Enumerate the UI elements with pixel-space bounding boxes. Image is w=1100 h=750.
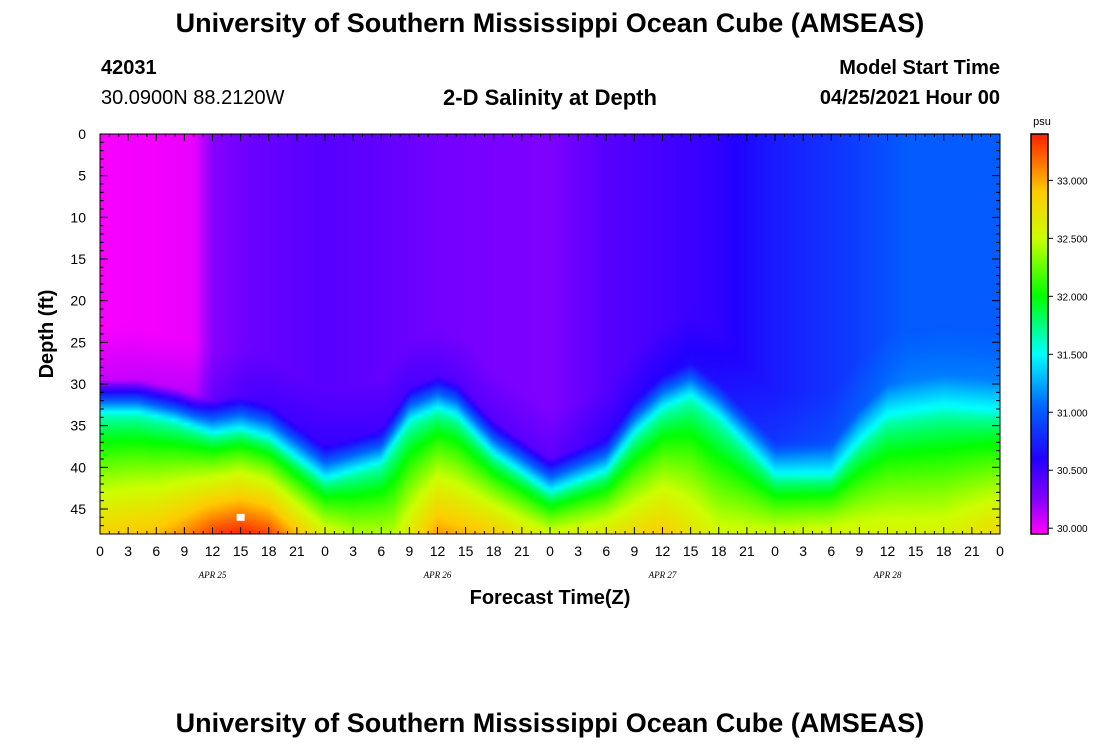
x-tick-label: 6 xyxy=(152,543,160,559)
model-start-value: 04/25/2021 Hour 00 xyxy=(819,87,1000,109)
y-tick-label: 30 xyxy=(70,376,86,392)
x-tick-label: 21 xyxy=(739,543,755,559)
x-tick-label: 18 xyxy=(486,543,502,559)
colorbar-frame xyxy=(1030,133,1049,535)
colorbar-tick-label: 32.000 xyxy=(1057,292,1088,303)
y-tick-label: 5 xyxy=(78,168,86,184)
y-tick-label: 20 xyxy=(70,293,86,309)
x-tick-label: 12 xyxy=(430,543,446,559)
x-tick-label: 15 xyxy=(458,543,474,559)
x-tick-label: 21 xyxy=(289,543,305,559)
y-tick-label: 25 xyxy=(70,334,86,350)
x-tick-label: 21 xyxy=(514,543,530,559)
y-tick-label: 15 xyxy=(70,251,86,267)
x-tick-label: 15 xyxy=(908,543,924,559)
x-tick-label: 0 xyxy=(96,543,104,559)
station-location: 30.0900N 88.2120W xyxy=(101,87,285,109)
colorbar-tick-label: 30.000 xyxy=(1057,524,1088,535)
x-tick-label: 18 xyxy=(261,543,277,559)
colorbar-tick-label: 31.500 xyxy=(1057,350,1088,361)
x-tick-label: 9 xyxy=(855,543,863,559)
model-start-label: Model Start Time xyxy=(839,57,1000,79)
x-axis-label: Forecast Time(Z) xyxy=(470,587,631,609)
x-axis: 0 3 6 9 12 15 18 21 0 3 6 9 12 15 18 21 0 3 6 9 12 15 18 21 0 3 6 9… xyxy=(96,134,1004,580)
x-tick-label: 0 xyxy=(996,543,1004,559)
x-tick-label: 6 xyxy=(377,543,385,559)
x-tick-label: 18 xyxy=(936,543,952,559)
y-tick-label: 10 xyxy=(70,209,86,225)
x-tick-label: 6 xyxy=(827,543,835,559)
salinity-chart: 0 3 6 9 12 15 18 21 0 3 6 9 12 15 18 21 0 3 6 9 12 15 18 21 0 3 6 9… xyxy=(36,116,1088,609)
x-tick-label: 15 xyxy=(683,543,699,559)
colorbar-unit: psu xyxy=(1033,116,1051,128)
x-tick-label: 3 xyxy=(349,543,357,559)
x-tick-label: 3 xyxy=(799,543,807,559)
x-tick-label: 9 xyxy=(405,543,413,559)
plot-title: 2-D Salinity at Depth xyxy=(443,85,657,110)
day-label: APR 26 xyxy=(423,570,452,580)
x-tick-label: 15 xyxy=(233,543,249,559)
colorbar xyxy=(1031,134,1048,534)
x-tick-label: 21 xyxy=(964,543,980,559)
y-tick-label: 0 xyxy=(78,126,86,142)
colorbar-tick-label: 32.500 xyxy=(1057,234,1088,245)
x-tick-label: 9 xyxy=(180,543,188,559)
colorbar-tick-label: 30.500 xyxy=(1057,466,1088,477)
day-label: APR 25 xyxy=(198,570,227,580)
salinity-heatmap xyxy=(100,134,1000,534)
x-tick-label: 18 xyxy=(711,543,727,559)
y-axis-label: Depth (ft) xyxy=(36,290,58,379)
peak-marker xyxy=(236,513,245,521)
y-tick-label: 35 xyxy=(70,418,86,434)
y-axis: 0 5 10 15 20 25 30 35 40 45 xyxy=(70,126,1000,527)
footer-title: University of Southern Mississippi Ocean… xyxy=(175,708,925,738)
page-title: University of Southern Mississippi Ocean… xyxy=(175,8,925,38)
x-tick-label: 0 xyxy=(546,543,554,559)
y-tick-label: 45 xyxy=(70,501,86,517)
day-label: APR 27 xyxy=(648,570,677,580)
colorbar-tick-label: 31.000 xyxy=(1057,408,1088,419)
x-tick-label: 12 xyxy=(205,543,221,559)
x-tick-label: 0 xyxy=(321,543,329,559)
day-label: APR 28 xyxy=(873,570,902,580)
colorbar-axis: 30.000 30.500 31.000 31.500 32.000 32.500 33.0… xyxy=(1048,176,1088,535)
x-tick-label: 3 xyxy=(124,543,132,559)
colorbar-tick-label: 33.000 xyxy=(1057,176,1088,187)
x-tick-label: 3 xyxy=(574,543,582,559)
x-tick-label: 9 xyxy=(630,543,638,559)
y-tick-label: 40 xyxy=(70,459,86,475)
x-tick-label: 12 xyxy=(655,543,671,559)
x-tick-label: 0 xyxy=(771,543,779,559)
x-tick-label: 12 xyxy=(880,543,896,559)
station-id: 42031 xyxy=(101,57,157,79)
x-tick-label: 6 xyxy=(602,543,610,559)
